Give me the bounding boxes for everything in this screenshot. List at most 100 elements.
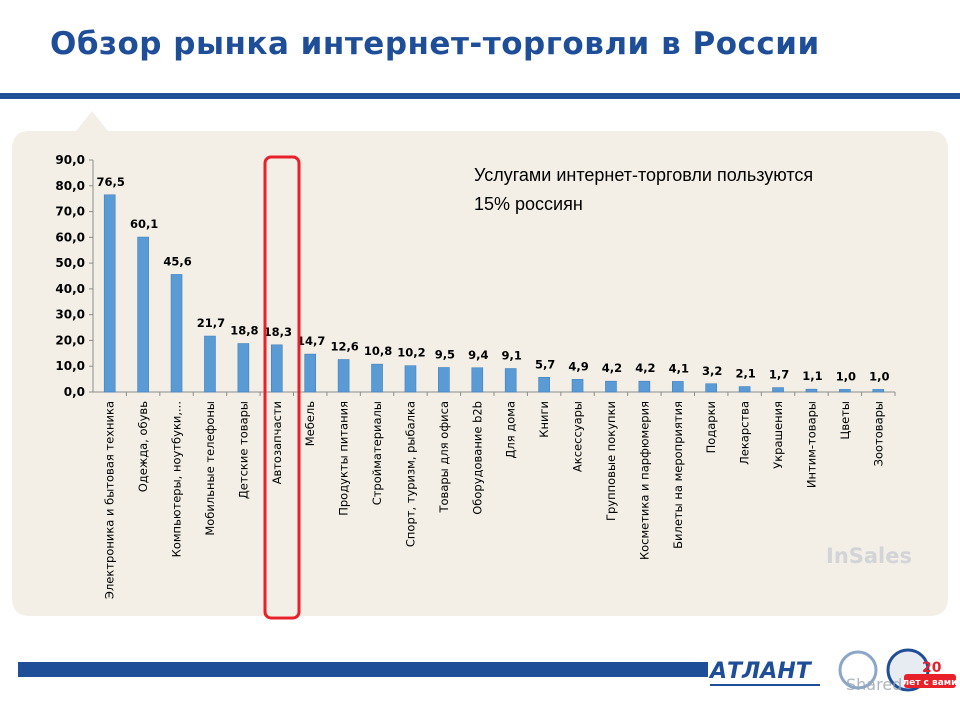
y-tick-label: 10,0	[55, 359, 85, 373]
category-label: Подарки	[704, 401, 718, 453]
shared-watermark: Shared	[846, 675, 902, 694]
y-tick-label: 0,0	[64, 385, 85, 399]
category-label: Групповые покупки	[604, 401, 618, 521]
value-label: 1,7	[769, 368, 789, 382]
category-label: Спорт, туризм, рыбалка	[403, 401, 417, 547]
value-label: 4,2	[602, 361, 622, 375]
category-label: Билеты на мероприятия	[671, 401, 685, 549]
category-label: Для дома	[504, 401, 518, 459]
category-label: Электроника и бытовая техника	[103, 401, 117, 599]
category-label: Оборудование b2b	[470, 401, 484, 515]
y-tick-label: 40,0	[55, 282, 85, 296]
value-label: 4,1	[669, 361, 689, 375]
logo-tagline-line	[710, 684, 820, 686]
category-label: Книги	[537, 401, 551, 438]
value-label: 4,2	[635, 361, 655, 375]
value-label: 3,2	[702, 364, 722, 378]
category-label: Продукты питания	[337, 401, 351, 516]
value-label: 14,7	[297, 334, 325, 348]
bar	[204, 335, 216, 393]
category-label: Стройматериалы	[370, 401, 384, 505]
category-label: Мебель	[303, 401, 317, 447]
category-label: Мобильные телефоны	[203, 401, 217, 536]
bar	[371, 363, 383, 393]
y-tick-label: 60,0	[55, 230, 85, 244]
category-label: Компьютеры, ноутбуки,...	[170, 401, 184, 557]
bar	[538, 377, 550, 393]
bar	[103, 194, 116, 393]
value-label: 10,2	[397, 346, 425, 360]
bar	[137, 236, 149, 393]
value-label: 9,1	[502, 349, 522, 363]
category-label: Зоотовары	[871, 401, 885, 466]
category-label: Интим-товары	[804, 401, 818, 488]
bar	[705, 383, 718, 393]
bar	[571, 379, 584, 393]
highlight-frame	[263, 155, 301, 620]
value-label: 9,5	[435, 348, 455, 362]
value-label: 1,1	[802, 369, 822, 383]
bar	[605, 380, 617, 393]
annotation-line-1: Услугами интернет-торговли пользуются	[474, 165, 813, 185]
page-title: Обзор рынка интернет-торговли в России	[50, 26, 820, 62]
bar	[237, 343, 250, 393]
y-tick-label: 20,0	[55, 333, 85, 347]
bar	[438, 367, 450, 393]
category-label: Аксессуары	[571, 401, 585, 472]
value-label: 5,7	[535, 357, 555, 371]
bar	[638, 380, 651, 393]
badge-text: лет с вами	[903, 678, 958, 688]
insales-watermark: InSales	[826, 544, 912, 568]
y-tick-label: 90,0	[55, 153, 85, 167]
value-label: 1,0	[869, 369, 889, 383]
footer-bar	[18, 662, 708, 677]
bar	[404, 365, 417, 393]
annotation-line-2: 15% россиян	[474, 194, 583, 214]
value-label: 21,7	[197, 316, 225, 330]
category-label: Украшения	[771, 401, 785, 469]
globe-icon	[838, 650, 878, 690]
value-label: 9,4	[468, 348, 488, 362]
y-tick-label: 70,0	[55, 205, 85, 219]
value-label: 10,8	[364, 344, 392, 358]
bar	[738, 386, 751, 393]
category-label: Одежда, обувь	[136, 401, 150, 492]
value-label: 18,3	[264, 325, 292, 339]
value-label: 2,1	[735, 367, 755, 381]
category-label: Лекарства	[738, 401, 752, 465]
value-label: 76,5	[97, 175, 125, 189]
badge-number: 20	[922, 660, 942, 676]
bar	[839, 389, 851, 393]
category-label: Косметика и парфюмерия	[637, 401, 651, 560]
bar	[471, 367, 484, 393]
y-tick-label: 80,0	[55, 179, 85, 193]
value-label: 12,6	[330, 340, 358, 354]
value-label: 45,6	[163, 254, 191, 268]
value-label: 60,1	[130, 217, 158, 231]
bar	[805, 388, 818, 393]
category-label: Товары для офиса	[437, 401, 451, 514]
bar	[304, 353, 317, 393]
badge-ribbon	[904, 674, 956, 688]
footer-logo: АТЛАНТ 20 лет с вами Shared	[708, 648, 958, 694]
category-label: Автозапчасти	[270, 401, 284, 484]
title-underline	[0, 93, 960, 99]
value-label: 1,0	[836, 369, 856, 383]
bar-chart: 0,0 10,0 20,0 30,0 40,0 50,0 60,0 70,0 80,0 90,0 7…	[55, 153, 896, 599]
bar	[772, 387, 784, 393]
bar	[170, 274, 183, 393]
category-label: Цветы	[838, 401, 852, 440]
bar	[270, 344, 283, 393]
category-label: Детские товары	[236, 401, 250, 499]
value-label: 4,9	[568, 359, 588, 373]
bar	[337, 359, 350, 393]
y-tick-label: 30,0	[55, 308, 85, 322]
y-tick-label: 50,0	[55, 256, 85, 270]
panel-background	[12, 111, 948, 616]
bar	[504, 368, 517, 393]
bar	[872, 389, 885, 393]
bar	[671, 381, 684, 393]
atlant-logo-text: АТЛАНТ	[708, 659, 813, 684]
value-label: 18,8	[230, 324, 258, 338]
